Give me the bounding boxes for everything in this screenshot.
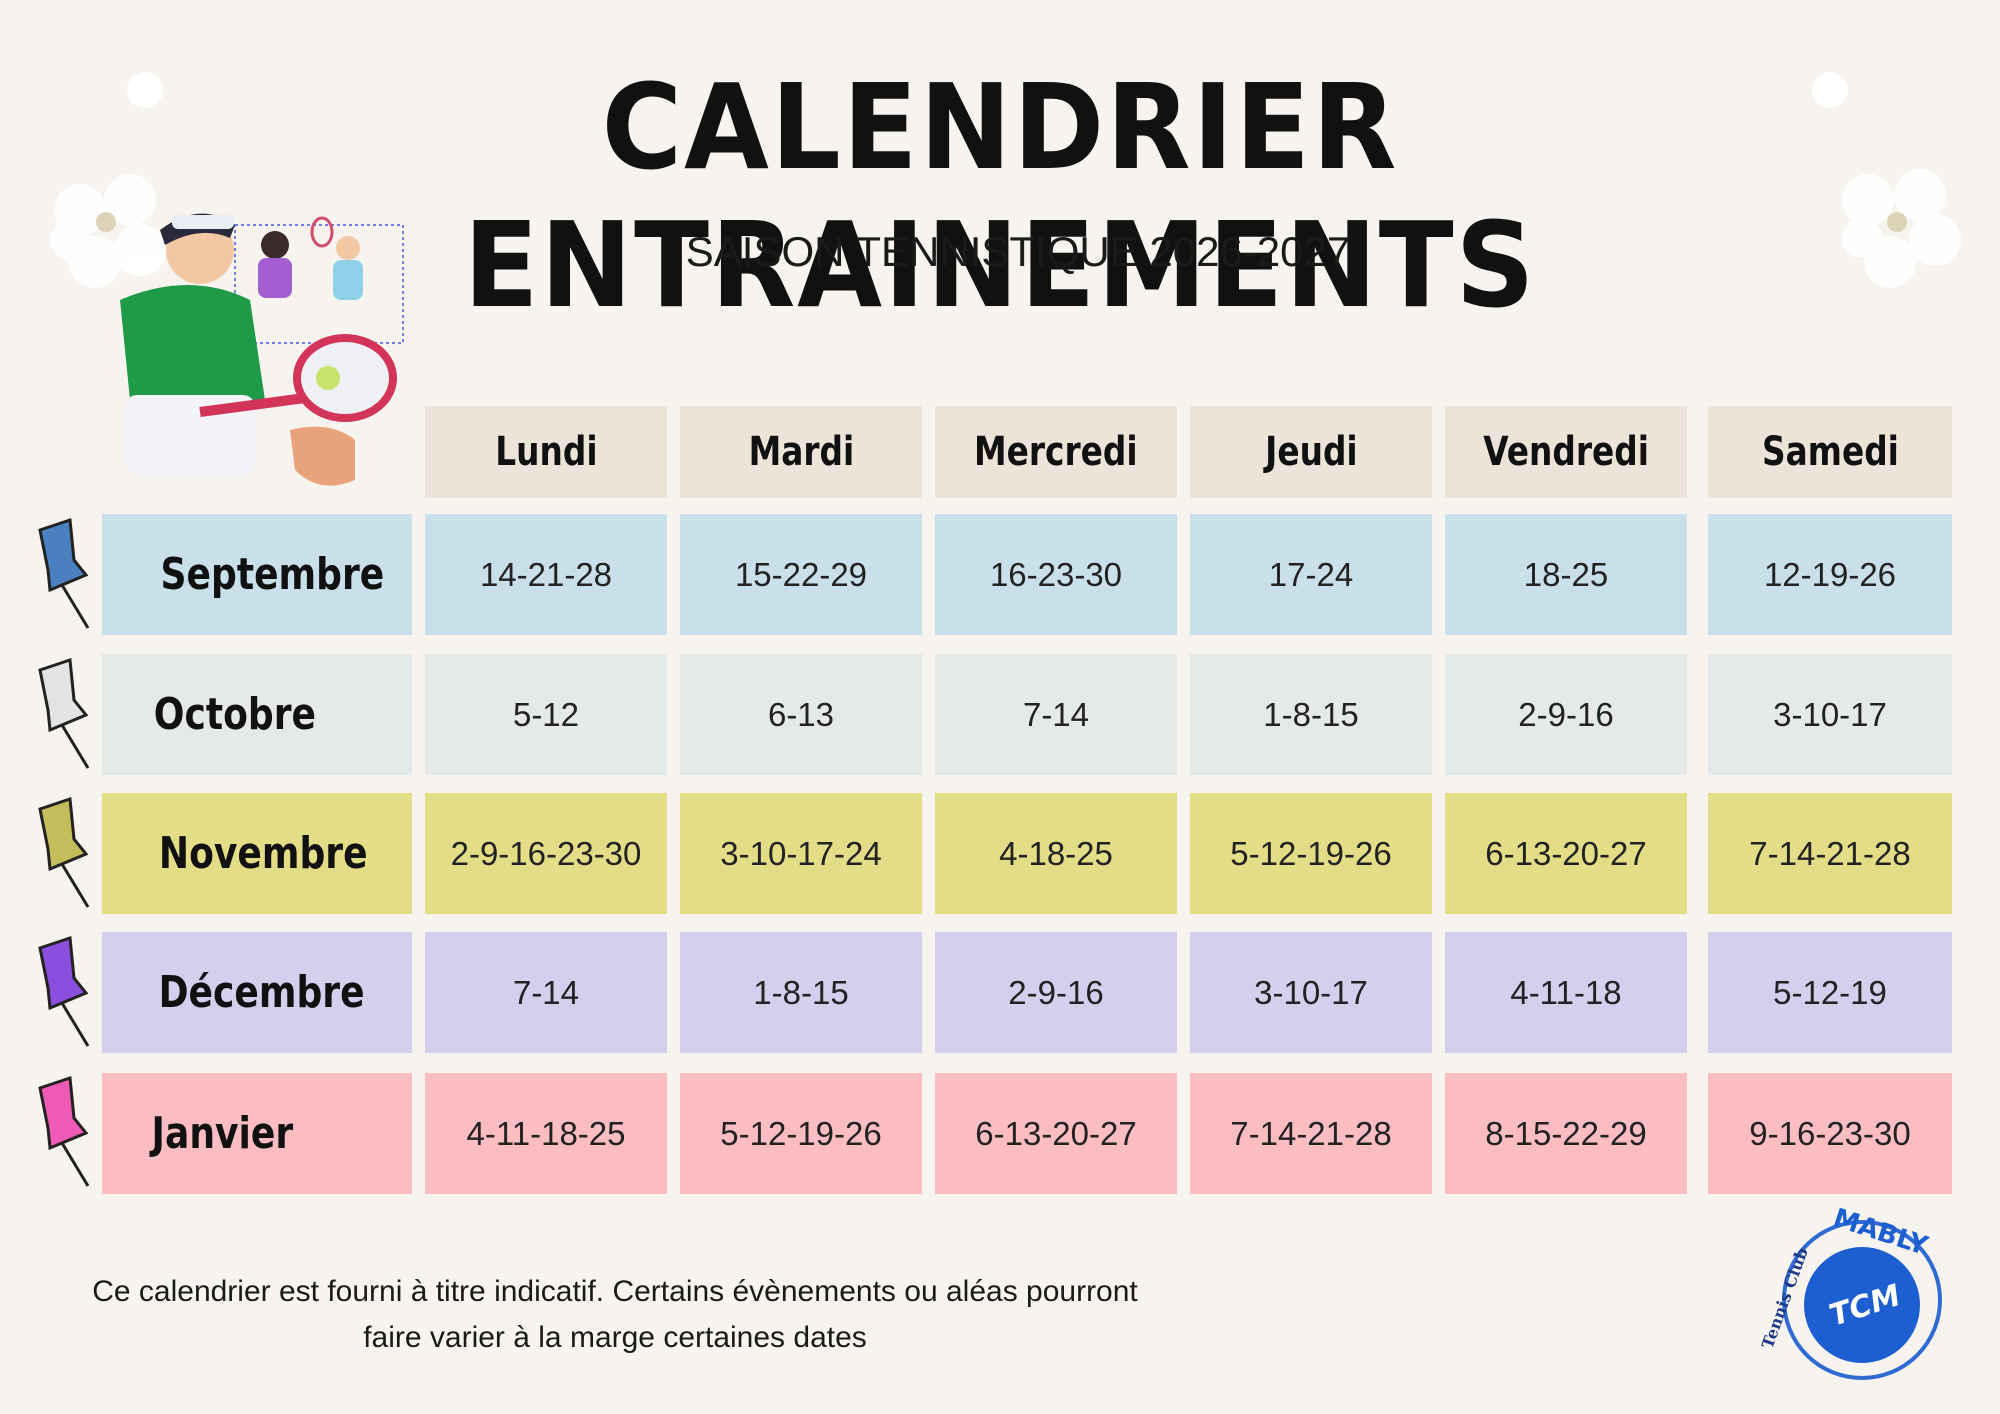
column-header: Lundi xyxy=(425,406,667,498)
date-cell: 4-11-18 xyxy=(1445,932,1687,1053)
date-cell: 5-12-19 xyxy=(1708,932,1952,1053)
column-header-text: Samedi xyxy=(1761,429,1899,475)
date-cell: 4-11-18-25 xyxy=(425,1073,667,1194)
footer-note: faire varier à la marge certaines dates xyxy=(363,1321,867,1354)
date-cell: 6-13-20-27 xyxy=(1445,793,1687,914)
column-header: Vendredi xyxy=(1445,406,1687,498)
date-cell: 5-12-19-26 xyxy=(1190,793,1432,914)
date-cell: 7-14 xyxy=(935,654,1177,775)
date-cell: 18-25 xyxy=(1445,514,1687,635)
date-cell: 7-14-21-28 xyxy=(1708,793,1952,914)
date-cell: 16-23-30 xyxy=(935,514,1177,635)
logo-name: Tennis Club xyxy=(1758,1245,1812,1351)
footer-note: Ce calendrier est fourni à titre indicat… xyxy=(92,1275,1138,1308)
date-cell: 3-10-17 xyxy=(1190,932,1432,1053)
date-cell: 1-8-15 xyxy=(1190,654,1432,775)
month-label-text: Septembre xyxy=(160,549,385,600)
date-cell: 6-13-20-27 xyxy=(935,1073,1177,1194)
month-label: Septembre xyxy=(102,514,412,635)
date-cell: 3-10-17-24 xyxy=(680,793,922,914)
date-cell: 6-13 xyxy=(680,654,922,775)
date-cell: 8-15-22-29 xyxy=(1445,1073,1687,1194)
month-label-text: Octobre xyxy=(153,689,316,740)
month-label: Janvier xyxy=(102,1073,412,1194)
column-header: Mercredi xyxy=(935,406,1177,498)
column-header: Mardi xyxy=(680,406,922,498)
date-cell: 4-18-25 xyxy=(935,793,1177,914)
logo: TCM MABLY Tennis Club xyxy=(1758,1203,1942,1380)
month-label-text: Janvier xyxy=(151,1108,294,1159)
month-label-text: Décembre xyxy=(158,967,365,1018)
column-header-text: Mardi xyxy=(748,429,854,475)
pins xyxy=(38,517,90,1187)
date-cell: 14-21-28 xyxy=(425,514,667,635)
date-cell: 17-24 xyxy=(1190,514,1432,635)
month-label: Novembre xyxy=(102,793,412,914)
date-cell: 15-22-29 xyxy=(680,514,922,635)
date-cell: 9-16-23-30 xyxy=(1708,1073,1952,1194)
month-label: Octobre xyxy=(102,654,412,775)
column-header-text: Mercredi xyxy=(974,429,1138,475)
column-header: Samedi xyxy=(1708,406,1952,498)
column-header-text: Vendredi xyxy=(1483,429,1649,475)
month-label-text: Novembre xyxy=(158,828,368,879)
column-header-text: Lundi xyxy=(494,429,598,475)
date-cell: 1-8-15 xyxy=(680,932,922,1053)
month-label: Décembre xyxy=(102,932,412,1053)
date-cell: 5-12 xyxy=(425,654,667,775)
title: CALENDRIER ENTRAINEMENTS xyxy=(463,58,1537,334)
date-cell: 12-19-26 xyxy=(1708,514,1952,635)
flower xyxy=(50,72,1961,288)
date-cell: 2-9-16 xyxy=(935,932,1177,1053)
column-header-text: Jeudi xyxy=(1264,429,1358,475)
date-cell: 2-9-16-23-30 xyxy=(425,793,667,914)
tennis-illustration xyxy=(120,213,404,486)
date-cell: 7-14-21-28 xyxy=(1190,1073,1432,1194)
column-header: Jeudi xyxy=(1190,406,1432,498)
date-cell: 7-14 xyxy=(425,932,667,1053)
date-cell: 5-12-19-26 xyxy=(680,1073,922,1194)
date-cell: 2-9-16 xyxy=(1445,654,1687,775)
subtitle: SAISON TENNISTIQUE 2026-2027 xyxy=(685,228,1351,275)
date-cell: 3-10-17 xyxy=(1708,654,1952,775)
